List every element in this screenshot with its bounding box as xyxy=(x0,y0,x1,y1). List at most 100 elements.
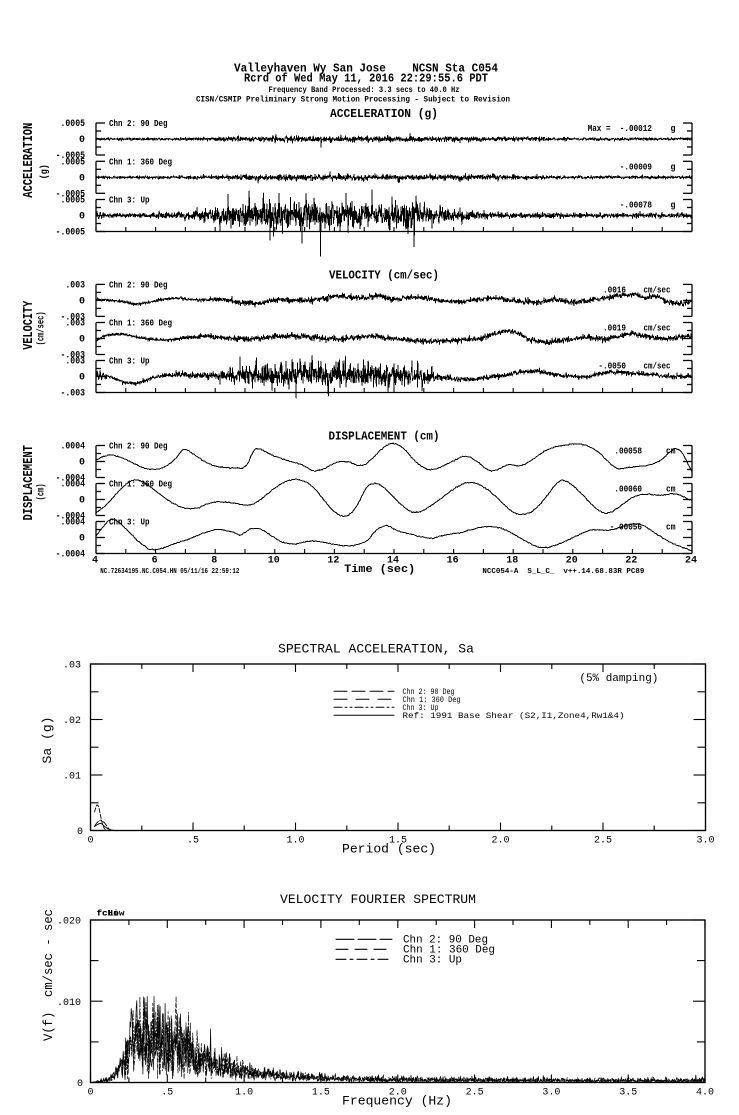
svg-text:0: 0 xyxy=(79,534,85,545)
svg-text:-.0004: -.0004 xyxy=(56,512,85,523)
svg-text:0: 0 xyxy=(79,297,85,308)
svg-text:cm: cm xyxy=(666,485,676,495)
svg-text:Frequency Band Processed: 3.3: Frequency Band Processed: 3.3 secs to 40… xyxy=(269,85,460,95)
svg-text:CISN/CSMIP Preliminary Strong: CISN/CSMIP Preliminary Strong Motion Pro… xyxy=(196,95,510,105)
svg-text:VELOCITY (cm/sec): VELOCITY (cm/sec) xyxy=(329,269,439,282)
svg-text:cm/sec: cm/sec xyxy=(644,362,671,372)
svg-text:-.0005: -.0005 xyxy=(56,190,85,201)
svg-text:0: 0 xyxy=(77,827,83,838)
svg-text:0: 0 xyxy=(79,174,85,185)
svg-text:Chn 1: 360 Deg: Chn 1: 360 Deg xyxy=(109,318,172,329)
svg-text:(cm/sec): (cm/sec) xyxy=(36,311,48,345)
svg-text:0: 0 xyxy=(79,135,85,146)
svg-text:Chn 1: 360 Deg: Chn 1: 360 Deg xyxy=(109,156,172,167)
svg-text:Chn 3: Up: Chn 3: Up xyxy=(109,517,150,528)
svg-text:-.003: -.003 xyxy=(61,389,86,400)
svg-text:Chn 2: 90 Deg: Chn 2: 90 Deg xyxy=(109,441,168,452)
svg-text:cm/sec: cm/sec xyxy=(644,285,671,295)
svg-text:Chn 3: Up: Chn 3: Up xyxy=(109,195,150,206)
svg-text:-.00078: -.00078 xyxy=(620,200,652,211)
svg-text:.5: .5 xyxy=(187,836,199,847)
svg-text:Chn 2: 90 Deg: Chn 2: 90 Deg xyxy=(403,935,488,947)
svg-text:Chn 1: 360 Deg: Chn 1: 360 Deg xyxy=(109,479,172,490)
svg-text:8: 8 xyxy=(211,556,217,567)
svg-text:ACCELERATION (g): ACCELERATION (g) xyxy=(330,108,438,121)
svg-text:DISPLACEMENT (cm): DISPLACEMENT (cm) xyxy=(329,431,440,444)
svg-text:Ref: 1991 Base Shear (S2,I1,Zo: Ref: 1991 Base Shear (S2,I1,Zone4,Rw1&4) xyxy=(403,712,625,721)
svg-text:Chn 3: Up: Chn 3: Up xyxy=(403,704,439,713)
svg-text:.00058: .00058 xyxy=(614,446,642,457)
svg-text:Chn 1: 360 Deg: Chn 1: 360 Deg xyxy=(403,945,495,957)
svg-text:VELOCITY FOURIER SPECTRUM: VELOCITY FOURIER SPECTRUM xyxy=(280,892,476,907)
svg-text:NC.72634195.NC.C054.HN 05/11/1: NC.72634195.NC.C054.HN 05/11/16 22:59:12 xyxy=(100,568,239,576)
svg-text:2.5: 2.5 xyxy=(594,836,612,847)
svg-text:-.0004: -.0004 xyxy=(56,550,85,561)
svg-text:SPECTRAL ACCELERATION, Sa: SPECTRAL ACCELERATION, Sa xyxy=(278,642,474,657)
svg-text:(cm): (cm) xyxy=(36,483,48,500)
svg-text:3.0: 3.0 xyxy=(542,1088,560,1099)
svg-text:Time (sec): Time (sec) xyxy=(344,564,415,576)
svg-text:(g): (g) xyxy=(39,164,51,179)
svg-text:Chn 2: 90 Deg: Chn 2: 90 Deg xyxy=(403,688,455,697)
svg-text:.0004: .0004 xyxy=(61,442,86,453)
svg-text:-.00056: -.00056 xyxy=(610,522,642,533)
svg-text:.003: .003 xyxy=(65,319,85,330)
svg-text:(5% damping): (5% damping) xyxy=(579,673,658,685)
svg-text:g: g xyxy=(671,201,676,211)
svg-text:12: 12 xyxy=(327,556,339,567)
svg-text:1.5: 1.5 xyxy=(312,1088,330,1099)
svg-text:.020: .020 xyxy=(57,917,81,928)
svg-text:3.0: 3.0 xyxy=(696,836,714,847)
svg-text:.0005: .0005 xyxy=(61,158,86,169)
svg-text:0: 0 xyxy=(79,212,85,223)
svg-text:.03: .03 xyxy=(63,661,81,672)
svg-text:24: 24 xyxy=(685,556,697,567)
svg-text:-.0005: -.0005 xyxy=(56,151,85,162)
svg-text:Chn 3: Up: Chn 3: Up xyxy=(403,955,462,967)
svg-text:-.0005: -.0005 xyxy=(56,228,85,239)
svg-text:0: 0 xyxy=(87,836,93,847)
svg-text:ACCELERATION: ACCELERATION xyxy=(22,123,37,198)
svg-text:Chn 3: Up: Chn 3: Up xyxy=(109,356,150,367)
svg-text:1.0: 1.0 xyxy=(286,836,304,847)
svg-text:V(f) cm/sec - sec: V(f) cm/sec - sec xyxy=(41,909,56,1041)
svg-text:.00060: .00060 xyxy=(614,484,642,495)
svg-text:Max = -.00012: Max = -.00012 xyxy=(588,123,653,134)
svg-text:VELOCITY: VELOCITY xyxy=(22,300,37,350)
svg-text:0: 0 xyxy=(79,496,85,507)
svg-text:2.0: 2.0 xyxy=(491,836,509,847)
svg-text:.0004: .0004 xyxy=(61,518,86,529)
svg-text:Period (sec): Period (sec) xyxy=(342,842,436,857)
svg-text:.0019: .0019 xyxy=(603,323,626,334)
svg-text:-.003: -.003 xyxy=(61,351,86,362)
svg-text:g: g xyxy=(671,162,676,172)
svg-text:-.0050: -.0050 xyxy=(598,361,626,372)
svg-text:20: 20 xyxy=(566,556,578,567)
svg-text:-.0004: -.0004 xyxy=(56,474,85,485)
svg-text:-.00009: -.00009 xyxy=(620,161,652,172)
svg-text:14: 14 xyxy=(387,556,399,567)
svg-text:10: 10 xyxy=(268,556,280,567)
svg-text:3.5: 3.5 xyxy=(619,1088,637,1099)
svg-text:.0016: .0016 xyxy=(603,284,626,295)
svg-text:g: g xyxy=(671,124,676,134)
svg-text:fcHi: fcHi xyxy=(97,910,119,919)
svg-text:Sa (g): Sa (g) xyxy=(40,717,55,764)
svg-text:2.0: 2.0 xyxy=(389,1088,407,1099)
svg-text:cm/sec: cm/sec xyxy=(644,324,671,334)
svg-text:.0005: .0005 xyxy=(61,196,86,207)
svg-text:DISPLACEMENT: DISPLACEMENT xyxy=(22,445,37,521)
svg-text:.010: .010 xyxy=(57,998,81,1009)
svg-text:22: 22 xyxy=(625,556,637,567)
svg-text:16: 16 xyxy=(447,556,459,567)
svg-text:0: 0 xyxy=(79,373,85,384)
svg-text:.02: .02 xyxy=(63,716,81,727)
svg-text:0: 0 xyxy=(77,1079,83,1090)
svg-text:4.0: 4.0 xyxy=(696,1088,714,1099)
svg-text:NCC054-A S_L_C_ v++.14.68.83: NCC054-A S_L_C_ v++.14.68.83R PC89 xyxy=(482,568,644,576)
svg-text:2.5: 2.5 xyxy=(466,1088,484,1099)
svg-text:Chn 2: 90 Deg: Chn 2: 90 Deg xyxy=(109,118,168,129)
svg-text:Chn 1: 360 Deg: Chn 1: 360 Deg xyxy=(403,696,461,705)
svg-text:.0005: .0005 xyxy=(61,119,86,130)
svg-text:fcLow: fcLow xyxy=(97,910,125,919)
